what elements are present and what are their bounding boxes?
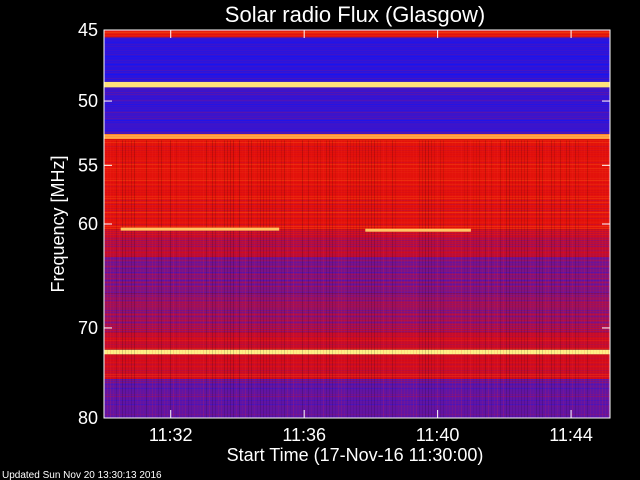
update-timestamp: Updated Sun Nov 20 13:30:13 2016	[2, 470, 162, 480]
x-tick-label: 11:40	[416, 425, 460, 445]
heatmap-area	[104, 30, 610, 419]
radio-burst-1	[120, 227, 280, 231]
spectrogram-texture	[104, 30, 610, 419]
chart-title: Solar radio Flux (Glasgow)	[225, 2, 485, 27]
y-tick-label: 55	[78, 155, 98, 175]
y-tick-label: 45	[78, 20, 98, 40]
y-tick-label: 70	[78, 318, 98, 338]
x-tick-label: 11:32	[149, 425, 193, 445]
x-axis-label: Start Time (17-Nov-16 11:30:00)	[227, 445, 484, 465]
frequency-band	[104, 30, 610, 38]
frequency-band	[104, 349, 610, 355]
y-tick-label: 50	[78, 91, 98, 111]
x-tick-label: 11:44	[549, 425, 593, 445]
frequency-band	[104, 81, 610, 88]
radio-burst-2	[365, 228, 471, 232]
y-tick-label: 80	[78, 408, 98, 428]
y-tick-label: 60	[78, 214, 98, 234]
y-axis-label: Frequency [MHz]	[48, 155, 68, 292]
x-tick-label: 11:36	[282, 425, 326, 445]
axis-ticks: 45 50 55 60 70 80 11:32 11:36 11:40 11:44	[78, 20, 610, 445]
